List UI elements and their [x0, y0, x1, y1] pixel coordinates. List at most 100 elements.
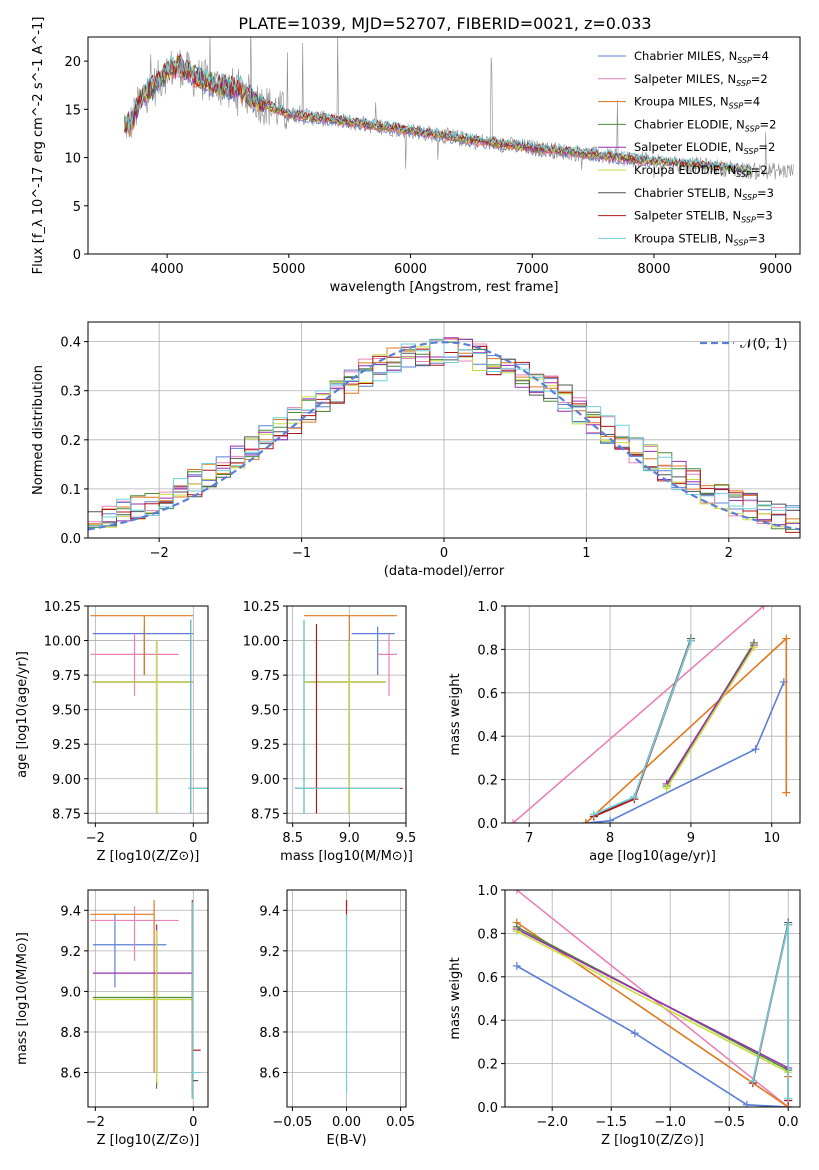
x-tick-label: 8000 [637, 262, 670, 277]
y-tick-label: 0.2 [477, 774, 498, 789]
y-axis-label: Flux [f_λ 10^-17 erg cm^-2 s^-1 A^-1] [31, 17, 46, 275]
y-tick-label: 9.75 [52, 669, 81, 684]
x-tick-label: 2 [725, 546, 733, 561]
x-tick-label: 9000 [759, 262, 792, 277]
y-tick-label: 9.00 [251, 773, 280, 788]
y-tick-label: 9.50 [251, 704, 280, 719]
model-spectrum-kroupa_elodie [124, 55, 752, 173]
series-salpeter_elodie [665, 644, 755, 785]
x-tick-label: 7 [525, 831, 533, 846]
x-axis-label: wavelength [Angstrom, rest frame] [330, 280, 559, 295]
x-tick-label: 8 [606, 831, 614, 846]
plot-area [124, 37, 794, 180]
marker-chabrier_miles [751, 745, 760, 754]
y-tick-label: 10.00 [243, 635, 280, 650]
y-tick-label: 10.25 [44, 600, 81, 615]
y-axis-label: mass weight [448, 673, 463, 755]
y-tick-label: 0.0 [60, 532, 81, 547]
y-tick-label: 9.50 [52, 704, 81, 719]
y-axis-label: Normed distribution [31, 365, 46, 495]
y-tick-label: 9.0 [259, 985, 280, 1000]
y-axis-label: mass [log10(M/M⊙)] [15, 932, 30, 1065]
marker-kroupa_stelib [784, 1094, 793, 1103]
y-tick-label: 9.0 [60, 985, 81, 1000]
y-tick-label: 9.25 [251, 738, 280, 753]
x-tick-label: −0.05 [272, 1115, 312, 1130]
x-tick-label: −1.0 [654, 1115, 686, 1130]
series-salpeter_elodie [516, 928, 789, 1069]
y-tick-label: 9.2 [259, 945, 280, 960]
y-axis-label: mass weight [448, 957, 463, 1039]
x-axis-label: (data-model)/error [384, 564, 505, 579]
plot-area [90, 900, 201, 1099]
y-tick-label: 0.2 [60, 434, 81, 449]
x-tick-label: 4000 [151, 262, 184, 277]
chart-massweight_vs_age: 7 8 9 10 0.0 0.2 0.4 0.6 0.8 1.0 age [log10(age/yr… [448, 600, 801, 864]
marker-chabrier_miles [512, 961, 521, 970]
y-tick-label: 9.2 [60, 945, 81, 960]
y-tick-label: 0.0 [477, 817, 498, 832]
y-tick-label: 0.0 [477, 1101, 498, 1116]
legend-label: Salpeter ELODIE, NSSP=2 [634, 140, 775, 156]
normal-pdf-line [88, 341, 800, 531]
series-kroupa_miles [585, 636, 788, 823]
marker-kroupa_stelib [589, 810, 598, 819]
x-tick-label: −2.0 [536, 1115, 568, 1130]
y-axis-label: age [log10(age/yr)] [15, 651, 30, 778]
x-tick-label: 9.5 [396, 831, 417, 846]
y-tick-label: 8.6 [60, 1067, 81, 1082]
legend-label: Chabrier ELODIE, NSSP=2 [634, 117, 776, 133]
axes-frame [87, 889, 209, 1108]
x-tick-label: −2 [86, 831, 105, 846]
axes-frame [286, 605, 407, 824]
chart-mass_vs_ebv: −0.05 0.00 0.05 8.6 8.8 9.0 9.2 9.4 E(B-V) [259, 889, 415, 1148]
y-tick-label: 8.6 [259, 1067, 280, 1082]
x-axis-label: Z [log10(Z/Z⊙)] [97, 849, 200, 864]
marker-chabrier_miles [742, 1100, 751, 1107]
chart-age_vs_Z: −2 0 8.75 9.00 9.25 9.50 9.75 10.00 10.25 Z [log1… [15, 600, 209, 864]
y-tick-label: 0.4 [477, 1014, 498, 1029]
marker-salpeter_miles [759, 606, 768, 610]
series-kroupa_elodie [516, 930, 789, 1074]
chart-mass_vs_Z: −2 0 8.6 8.8 9.0 9.2 9.4 Z [log10(Z/Z⊙)] mass [l… [15, 889, 209, 1148]
y-tick-label: 10.25 [243, 600, 280, 615]
x-tick-label: 1 [582, 546, 590, 561]
x-axis-label: Z [log10(Z/Z⊙)] [601, 1133, 704, 1148]
y-tick-label: 0.4 [60, 336, 81, 351]
y-tick-label: 8.75 [52, 807, 81, 822]
plot-area [294, 615, 403, 814]
y-tick-label: 20 [64, 55, 81, 70]
y-tick-label: 0 [73, 248, 81, 263]
y-tick-label: 0.8 [477, 643, 498, 658]
y-tick-label: 0.4 [477, 730, 498, 745]
model-spectrum-kroupa_stelib [124, 55, 752, 171]
y-tick-label: 9.00 [52, 773, 81, 788]
y-tick-label: 15 [64, 103, 81, 118]
x-tick-label: 0.0 [778, 1115, 799, 1130]
y-tick-label: 0.2 [477, 1058, 498, 1073]
legend-label: Chabrier MILES, NSSP=4 [634, 49, 769, 65]
x-axis-label: E(B-V) [326, 1133, 366, 1148]
chart-age_vs_mass: 8.5 9.0 9.5 8.75 9.00 9.25 9.50 9.75 10.00 10.25 m… [243, 600, 417, 864]
axes-frame [87, 605, 209, 824]
legend-label: Kroupa ELODIE, NSSP=2 [634, 163, 768, 179]
marker-kroupa_elodie [662, 784, 671, 793]
x-tick-label: 6000 [394, 262, 427, 277]
y-tick-label: 0.3 [60, 385, 81, 400]
x-tick-label: −1.5 [595, 1115, 627, 1130]
x-axis-label: age [log10(age/yr)] [589, 849, 716, 864]
y-tick-label: 0.6 [477, 687, 498, 702]
x-tick-label: 0.00 [332, 1115, 361, 1130]
series-chabrier_stelib [593, 638, 692, 818]
plot-area [90, 615, 208, 814]
x-tick-label: 0 [440, 546, 448, 561]
y-tick-label: 0.8 [477, 927, 498, 942]
x-tick-label: 8.5 [282, 831, 303, 846]
series-chabrier_miles [516, 965, 789, 1107]
legend-label: 𝒩(0, 1) [740, 337, 787, 352]
plot-area [88, 337, 800, 533]
marker-chabrier_miles [630, 1029, 639, 1038]
y-tick-label: 5 [73, 200, 81, 215]
plot-area [512, 890, 793, 1107]
axes-frame [504, 605, 801, 824]
